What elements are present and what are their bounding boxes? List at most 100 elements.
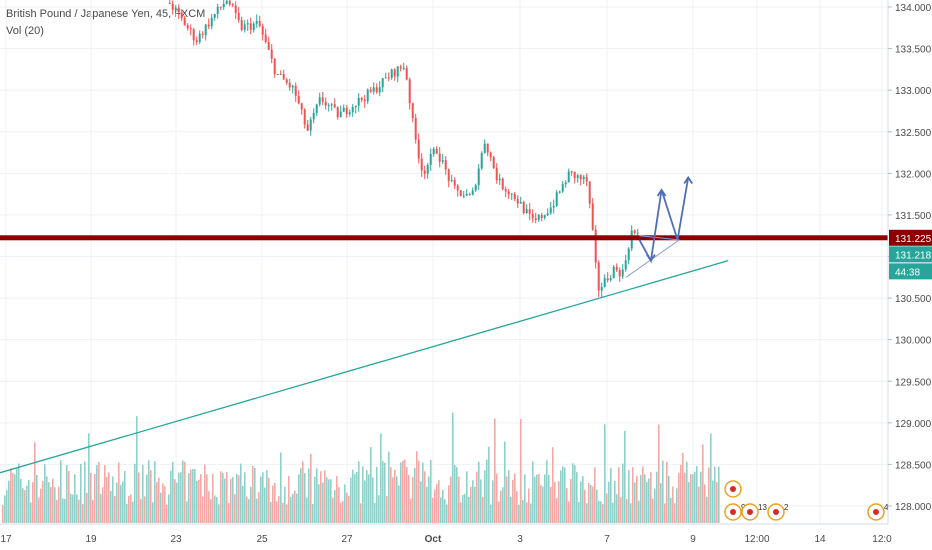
volume-bar <box>518 504 520 523</box>
event-marker[interactable]: 13 <box>741 503 767 521</box>
volume-bar <box>672 486 674 523</box>
volume-bar <box>226 471 228 523</box>
volume-bar <box>182 460 184 523</box>
volume-bar <box>146 474 148 523</box>
volume-bar <box>556 498 558 523</box>
volume-bar <box>302 461 304 523</box>
price-tick-label: 130.000 <box>895 336 932 347</box>
economic-events[interactable]: 91324 5 <box>724 480 896 521</box>
volume-bar <box>586 503 588 523</box>
volume-bar <box>434 489 436 523</box>
volume-bar <box>678 473 680 523</box>
volume-bar <box>242 485 244 523</box>
time-tick-label: 17 <box>0 534 12 545</box>
price-tick-label: 128.000 <box>895 502 932 513</box>
volume-bar <box>442 489 444 523</box>
volume-bar <box>632 467 634 523</box>
volume-bar <box>66 464 68 523</box>
candle-body <box>579 175 582 180</box>
projection-path[interactable] <box>638 177 690 264</box>
candle-body <box>282 74 285 80</box>
price-axis[interactable]: 128.000 128.500 129.000 129.500 130.000 130.5… <box>887 0 932 550</box>
volume-bar <box>224 478 226 523</box>
candle-body <box>243 24 246 31</box>
volume-bar <box>416 451 418 523</box>
volume-bar <box>698 486 700 523</box>
volume-bar <box>440 497 442 523</box>
volume-bar <box>290 497 292 523</box>
volume-bar <box>456 467 458 523</box>
volume-bar <box>478 461 480 523</box>
candle-body <box>483 143 486 154</box>
price-tick-label: 131.500 <box>895 211 932 222</box>
chart-title: British Pound / Japanese Yen, 45, FXCM <box>6 8 206 20</box>
volume-bar <box>630 503 632 523</box>
volume-bar <box>110 490 112 523</box>
volume-bar <box>196 480 198 523</box>
volume-bar <box>114 496 116 523</box>
event-marker[interactable]: 2 <box>767 503 789 521</box>
volume-bar <box>238 475 240 523</box>
volume-bar <box>544 474 546 523</box>
volume-bar <box>98 462 100 523</box>
volume-bar <box>84 461 86 523</box>
price-tick-label: 133.000 <box>895 86 932 97</box>
candle-body <box>207 24 210 27</box>
volume-bar <box>260 476 262 523</box>
volume-bar <box>590 484 592 523</box>
volume-bar <box>334 489 336 523</box>
volume-bar <box>186 501 188 523</box>
candle-body <box>186 25 189 29</box>
volume-bar <box>356 471 358 523</box>
volume-bar <box>160 492 162 523</box>
trendline[interactable] <box>0 260 729 474</box>
candle-body <box>180 12 183 19</box>
time-axis[interactable]: 17 19 23 25 27 Oct 3 7 9 12:00 14 12:0 <box>0 523 932 550</box>
projection-arrowhead <box>656 188 667 197</box>
candle-body <box>432 148 435 155</box>
event-dot <box>747 509 753 515</box>
volume-bar <box>266 470 268 523</box>
volume-bar <box>168 494 170 523</box>
volume-bar <box>192 469 194 523</box>
volume-bar <box>650 472 652 523</box>
volume-bar <box>608 481 610 523</box>
volume-bar <box>128 495 130 523</box>
volume-bar <box>612 502 614 523</box>
drawings[interactable] <box>0 175 888 474</box>
event-dot <box>730 509 736 515</box>
volume-bar <box>494 418 496 523</box>
volume-bar <box>94 474 96 523</box>
volume-indicator-label[interactable]: Vol (20) <box>6 25 44 37</box>
candle-body <box>576 175 579 179</box>
resistance-line[interactable] <box>0 235 888 241</box>
candle-body <box>216 6 219 14</box>
volume-bar <box>232 477 234 523</box>
candle-body <box>564 182 567 185</box>
event-marker[interactable] <box>724 480 742 498</box>
candle-body <box>417 139 420 159</box>
volume-bar <box>520 419 522 523</box>
candle-body <box>312 112 315 120</box>
volume-bar <box>292 493 294 523</box>
volume-bar <box>488 446 490 523</box>
triangle-upper-line[interactable] <box>639 235 680 241</box>
volume-bar <box>344 484 346 523</box>
event-dot <box>873 509 879 515</box>
volume-bar <box>540 484 542 523</box>
volume-bar <box>134 463 136 523</box>
volume-bar <box>166 504 168 523</box>
volume-bar <box>538 473 540 523</box>
candle-body <box>291 85 294 88</box>
volume-bar <box>102 487 104 523</box>
volume-bar <box>454 464 456 523</box>
volume-bar <box>616 494 618 523</box>
volume-bar <box>144 496 146 523</box>
volume-bar <box>162 483 164 523</box>
candle-body <box>339 111 342 118</box>
candle-body <box>573 171 576 179</box>
volume-bar <box>404 459 406 523</box>
volume-bar <box>394 469 396 523</box>
volume-bar <box>38 497 40 523</box>
